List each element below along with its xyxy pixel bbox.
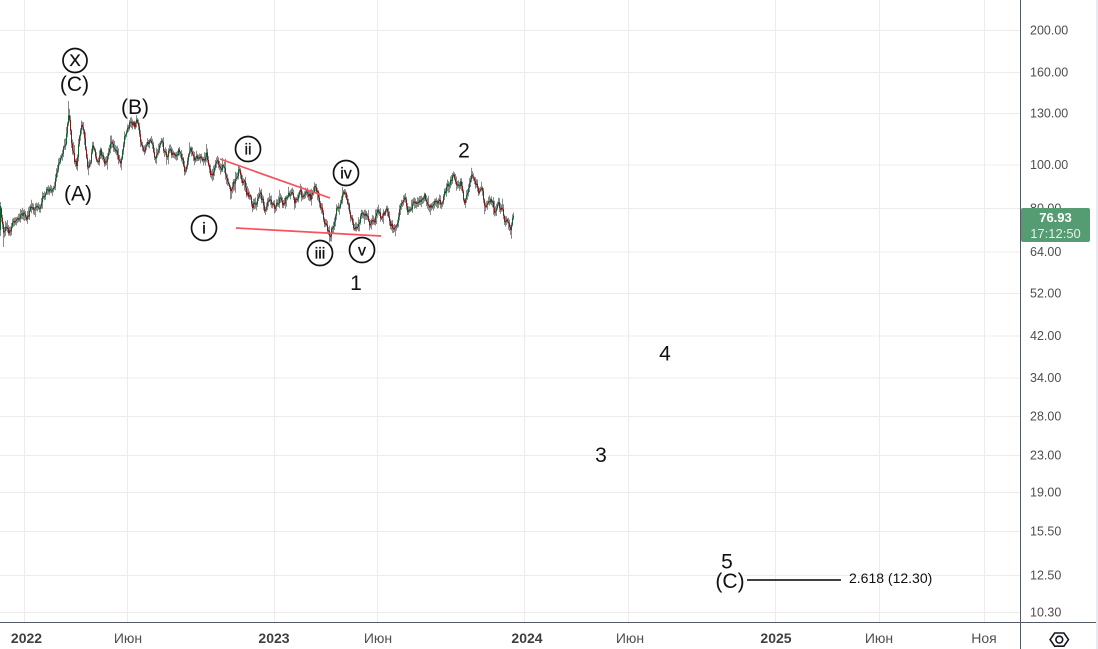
svg-text:ii: ii	[244, 141, 251, 158]
svg-text:2.618 (12.30): 2.618 (12.30)	[849, 570, 932, 586]
svg-text:(C): (C)	[60, 73, 89, 96]
svg-text:100.00: 100.00	[1030, 158, 1068, 172]
svg-text:(C): (C)	[715, 570, 744, 593]
svg-text:10.30: 10.30	[1030, 605, 1061, 619]
svg-text:i: i	[202, 220, 206, 237]
svg-text:4: 4	[659, 343, 671, 366]
svg-text:Июн: Июн	[865, 630, 893, 646]
svg-text:5: 5	[721, 551, 733, 574]
svg-text:2025: 2025	[760, 630, 791, 646]
svg-text:iii: iii	[315, 245, 326, 262]
svg-text:2: 2	[458, 140, 470, 163]
svg-text:12.50: 12.50	[1030, 568, 1061, 582]
svg-text:160.00: 160.00	[1030, 65, 1068, 79]
svg-text:76.93: 76.93	[1039, 210, 1072, 225]
svg-text:52.00: 52.00	[1030, 286, 1061, 300]
svg-text:19.00: 19.00	[1030, 485, 1061, 499]
svg-text:1: 1	[350, 272, 362, 295]
svg-text:130.00: 130.00	[1030, 106, 1068, 120]
svg-text:17:12:50: 17:12:50	[1030, 226, 1081, 241]
svg-text:34.00: 34.00	[1030, 371, 1061, 385]
svg-text:Июн: Июн	[114, 630, 142, 646]
svg-text:42.00: 42.00	[1030, 329, 1061, 343]
svg-text:64.00: 64.00	[1030, 245, 1061, 259]
svg-text:X: X	[69, 51, 80, 70]
svg-text:2023: 2023	[258, 630, 289, 646]
svg-text:15.50: 15.50	[1030, 524, 1061, 538]
svg-text:v: v	[358, 242, 366, 259]
svg-text:iv: iv	[340, 165, 352, 182]
svg-text:200.00: 200.00	[1030, 23, 1068, 37]
svg-text:Июн: Июн	[616, 630, 644, 646]
svg-text:23.00: 23.00	[1030, 448, 1061, 462]
svg-text:(A): (A)	[64, 183, 92, 206]
svg-text:2022: 2022	[11, 630, 42, 646]
svg-text:Ноя: Ноя	[971, 630, 996, 646]
svg-text:(B): (B)	[121, 96, 149, 119]
svg-text:Июн: Июн	[364, 630, 392, 646]
svg-text:2024: 2024	[511, 630, 542, 646]
svg-text:28.00: 28.00	[1030, 409, 1061, 423]
svg-text:3: 3	[595, 444, 607, 467]
